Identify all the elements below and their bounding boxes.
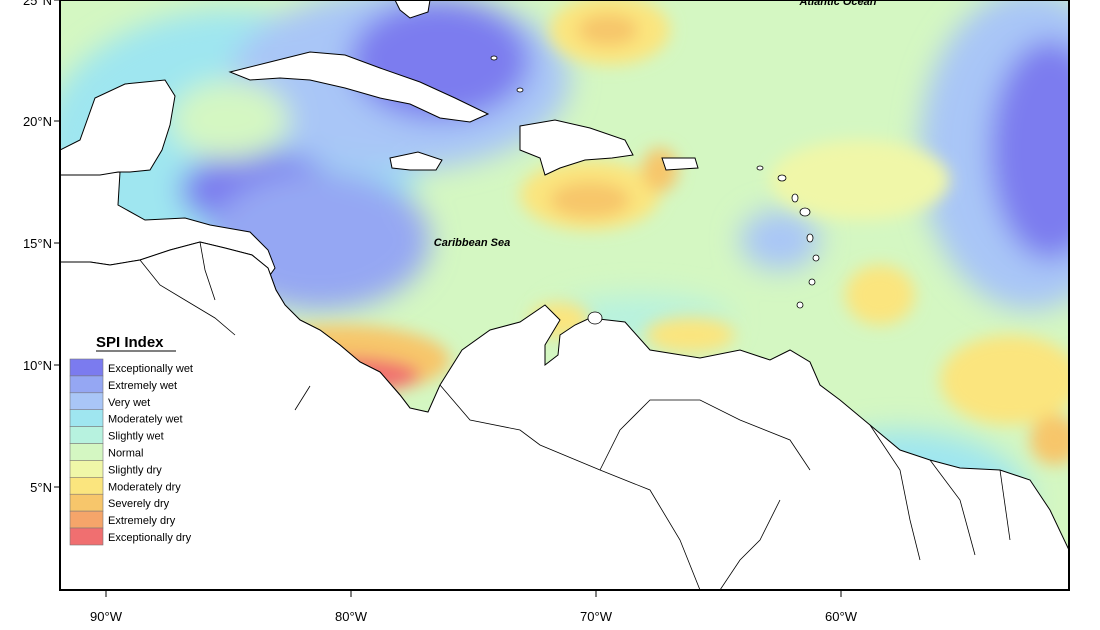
- small-islands: [490, 55, 820, 325]
- legend-swatch: [69, 527, 104, 546]
- florida: [394, 0, 431, 19]
- legend-swatch: [69, 443, 104, 461]
- lon-tick-label: 90°W: [90, 609, 123, 624]
- legend-item-label: Severely dry: [108, 498, 170, 510]
- legend-item-label: Moderately dry: [108, 481, 181, 493]
- legend-item-label: Extremely dry: [108, 515, 176, 527]
- legend-swatch: [69, 358, 104, 377]
- lon-tick-label: 80°W: [335, 609, 368, 624]
- yucatan: [60, 79, 176, 176]
- country-borders: [139, 241, 1011, 590]
- caribbean-sea-label: Caribbean Sea: [434, 237, 510, 249]
- legend: SPI Index Exceptionally wet Extremely wet V…: [69, 334, 193, 546]
- lon-tick-label: 60°W: [825, 609, 858, 624]
- lat-tick-label: 25°N: [23, 0, 52, 8]
- lat-axis: 25°N 20°N 15°N 10°N 5°N: [23, 0, 60, 495]
- lon-axis: 90°W 80°W 70°W 60°W: [90, 590, 858, 624]
- lat-tick-label: 15°N: [23, 236, 52, 251]
- legend-swatch: [69, 476, 104, 495]
- lat-tick-label: 20°N: [23, 114, 52, 129]
- legend-swatch: [69, 510, 104, 529]
- legend-item-label: Normal: [108, 448, 143, 460]
- legend-item-label: Very wet: [108, 397, 150, 409]
- wet-anomalies: [60, 0, 1069, 570]
- landmasses: [60, 0, 1069, 590]
- legend-item-label: Slightly dry: [108, 464, 162, 476]
- legend-item-label: Extremely wet: [108, 380, 177, 392]
- map-area: Atlantic Ocean Caribbean Sea SPI Index Ex…: [60, 0, 1069, 590]
- legend-item-label: Exceptionally dry: [108, 532, 192, 544]
- legend-swatch: [69, 460, 104, 478]
- legend-swatch: [69, 392, 104, 411]
- legend-swatch: [69, 426, 104, 444]
- legend-swatch: [69, 493, 104, 512]
- legend-item-label: Exceptionally wet: [108, 363, 193, 375]
- lat-tick-label: 10°N: [23, 358, 52, 373]
- atlantic-ocean-label: Atlantic Ocean: [798, 0, 876, 8]
- cuba: [228, 51, 490, 123]
- legend-title: SPI Index: [96, 334, 164, 351]
- map-border: [59, 0, 1070, 591]
- lon-tick-label: 70°W: [580, 609, 613, 624]
- legend-item-label: Moderately wet: [108, 414, 183, 426]
- lat-tick-label: 5°N: [30, 480, 52, 495]
- jamaica: [389, 151, 443, 171]
- legend-item-label: Slightly wet: [108, 431, 164, 443]
- legend-swatch: [69, 409, 104, 428]
- puerto-rico: [661, 157, 699, 171]
- legend-swatch: [69, 375, 104, 394]
- hispaniola: [519, 119, 634, 176]
